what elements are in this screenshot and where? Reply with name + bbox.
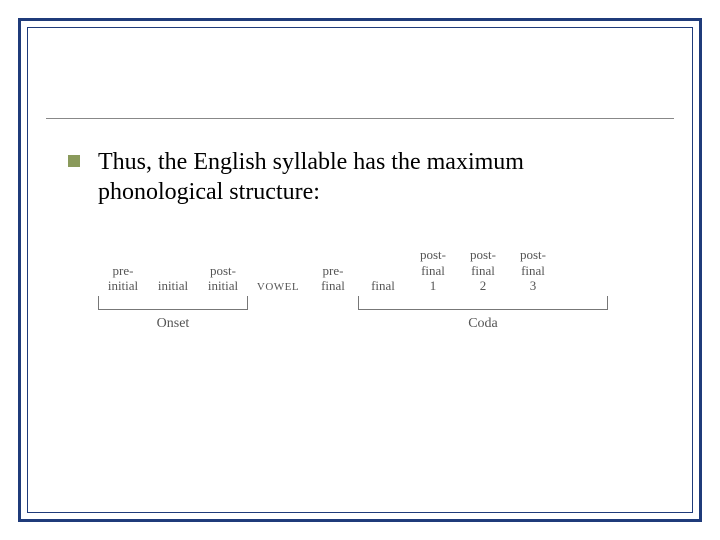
body-area: Thus, the English syllable has the maxim…	[28, 119, 692, 332]
slot-label-line: post-	[520, 247, 546, 262]
bullet-row: Thus, the English syllable has the maxim…	[68, 147, 652, 207]
slot-pre-final: pre- final	[308, 263, 358, 294]
slot-label-line: final	[371, 278, 395, 293]
slot-post-initial: post- initial	[198, 263, 248, 294]
bullet-icon	[68, 155, 80, 167]
bracket-row	[98, 296, 658, 310]
slot-post-final-3: post- final 3	[508, 247, 558, 294]
bracket-onset	[98, 296, 248, 310]
slot-pre-initial: pre- initial	[98, 263, 148, 294]
slot-row: pre- initial initial post- initial VOWEL	[98, 247, 658, 294]
slot-label-line: 3	[530, 278, 537, 293]
bracket-coda	[358, 296, 608, 310]
group-label-row: Onset Coda	[98, 316, 658, 332]
title-area	[46, 28, 674, 119]
slot-final: final	[358, 278, 408, 294]
slot-label-line: final	[321, 278, 345, 293]
slot-vowel: VOWEL	[248, 281, 308, 294]
inner-frame: Thus, the English syllable has the maxim…	[27, 27, 693, 513]
outer-frame: Thus, the English syllable has the maxim…	[18, 18, 702, 522]
slot-label-line: 2	[480, 278, 487, 293]
slot-label-line: post-	[420, 247, 446, 262]
bullet-text: Thus, the English syllable has the maxim…	[98, 147, 652, 207]
slot-label-line: final	[471, 263, 495, 278]
group-label-gap	[248, 316, 358, 332]
syllable-structure-diagram: pre- initial initial post- initial VOWEL	[98, 247, 658, 332]
bracket-gap	[248, 296, 358, 310]
slot-post-final-1: post- final 1	[408, 247, 458, 294]
slot-initial: initial	[148, 278, 198, 294]
slot-label-line: final	[421, 263, 445, 278]
group-label-onset: Onset	[98, 316, 248, 332]
slot-label-line: 1	[430, 278, 437, 293]
slot-label-line: pre-	[323, 263, 344, 278]
slot-label-line: post-	[470, 247, 496, 262]
slot-label-line: VOWEL	[257, 281, 299, 293]
slot-post-final-2: post- final 2	[458, 247, 508, 294]
slot-label-line: final	[521, 263, 545, 278]
slot-label-line: initial	[158, 278, 188, 293]
slot-label-line: post-	[210, 263, 236, 278]
slot-label-line: initial	[208, 278, 238, 293]
slot-label-line: pre-	[113, 263, 134, 278]
slot-label-line: initial	[108, 278, 138, 293]
group-label-coda: Coda	[358, 316, 608, 332]
slide: Thus, the English syllable has the maxim…	[0, 0, 720, 540]
